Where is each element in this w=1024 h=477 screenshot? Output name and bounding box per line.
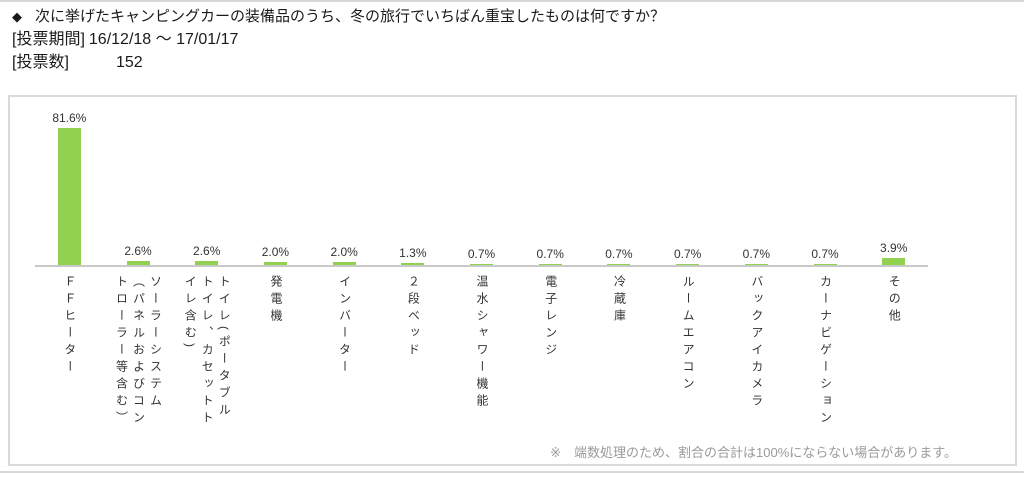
top-border-line: [0, 0, 1024, 2]
bar-chart: ※ 端数処理のため、割合の合計は100%にならない場合があります。 81.6% Ｆ…: [8, 95, 1017, 466]
category-label-cell: トイレ(ポータブル トイレ、カセットト イレ含む): [172, 275, 241, 467]
category-label: 発電機: [268, 275, 283, 326]
category-label: ルームエアコン: [681, 275, 696, 394]
bar: [470, 263, 494, 265]
bar-value-label: 0.7%: [467, 246, 496, 261]
vote-period-value: 16/12/18 ～ 17/01/17: [88, 31, 239, 48]
header: ◆ 次に挙げたキャンピングカーの装備品のうち、冬の旅行でいちばん重宝したものは何で…: [12, 6, 665, 74]
bar: [744, 263, 768, 265]
bar: [882, 258, 906, 265]
bar-value-label: 81.6%: [52, 110, 87, 125]
category-label-cell: 電子レンジ: [516, 275, 585, 467]
rounding-note: ※ 端数処理のため、割合の合計は100%にならない場合があります。: [550, 445, 957, 460]
category-label-cell: ＦＦヒーター: [35, 275, 104, 467]
survey-question-title: 次に挙げたキャンピングカーの装備品のうち、冬の旅行でいちばん重宝したものは何です…: [35, 8, 666, 25]
bar: [263, 261, 287, 265]
category-label: ＦＦヒーター: [62, 275, 77, 377]
category-label-cell: 温水シャワー機能: [447, 275, 516, 467]
vote-period-label: [投票期間]: [12, 31, 85, 48]
diamond-bullet-icon: ◆: [12, 9, 22, 24]
category-label-cell: ソーラーシステム （パネルおよびコン トローラー等含む）: [104, 275, 173, 467]
vote-count-line: [投票数] 152: [12, 51, 665, 74]
bar-value-label: 3.9%: [880, 241, 908, 256]
bar-value-label: 0.7%: [536, 246, 564, 261]
category-label: インバーター: [337, 275, 352, 377]
vote-count-label: [投票数]: [12, 54, 69, 71]
bar: [195, 260, 219, 265]
bar-column: 0.7%: [585, 97, 654, 265]
survey-question-line: ◆ 次に挙げたキャンピングカーの装備品のうち、冬の旅行でいちばん重宝したものは何で…: [12, 6, 665, 28]
category-label-cell: インバーター: [310, 275, 379, 467]
bar-column: 1.3%: [379, 97, 448, 265]
category-label-cell: 発電機: [241, 275, 310, 467]
bar-value-label: 1.3%: [399, 245, 427, 260]
category-label: 冷蔵庫: [612, 275, 627, 326]
bar-value-label: 2.6%: [193, 243, 221, 258]
bar-column: 0.7%: [722, 97, 791, 265]
bottom-border-line: [0, 471, 1024, 473]
bar-value-label: 0.7%: [742, 246, 771, 261]
bar-column: 0.7%: [791, 97, 860, 265]
bar-column: 2.6%: [172, 97, 241, 265]
category-label: 電子レンジ: [543, 275, 558, 360]
category-label: ２段ベッド: [406, 275, 421, 360]
bar-value-label: 0.7%: [673, 246, 702, 261]
bar-column: 0.7%: [447, 97, 516, 265]
category-label-cell: ルームエアコン: [653, 275, 722, 467]
category-label: 温水シャワー機能: [475, 275, 490, 411]
category-label: その他: [887, 275, 902, 326]
category-label-cell: 冷蔵庫: [585, 275, 654, 467]
bar-value-label: 0.7%: [811, 246, 839, 261]
category-label-cell: その他: [859, 275, 928, 467]
bar-column: 81.6%: [35, 97, 104, 265]
category-label: トイレ(ポータブル トイレ、カセットト イレ含む): [183, 275, 232, 428]
category-label-cell: カーナビゲーション: [791, 275, 860, 467]
bar-column: 2.6%: [104, 97, 173, 265]
bar: [607, 263, 631, 265]
category-label: カーナビゲーション: [818, 275, 833, 428]
bar: [332, 261, 356, 265]
bar-value-label: 2.0%: [330, 244, 358, 259]
bar-value-label: 0.7%: [605, 246, 633, 261]
category-label-cell: ２段ベッド: [379, 275, 448, 467]
x-axis-line: [35, 265, 928, 267]
vote-period-line: [投票期間] 16/12/18 ～ 17/01/17: [12, 28, 665, 51]
bar: [813, 263, 837, 265]
bar: [401, 262, 425, 265]
category-label: ソーラーシステム （パネルおよびコン トローラー等含む）: [114, 275, 163, 428]
bar: [126, 260, 150, 265]
category-label-cell: バックアイカメラ: [722, 275, 791, 467]
bar-value-label: 2.0%: [261, 244, 290, 259]
bar: [57, 127, 81, 265]
vote-count-value: 152: [116, 54, 143, 71]
bar-column: 2.0%: [241, 97, 310, 265]
bar-value-label: 2.6%: [124, 243, 152, 258]
bar-column: 3.9%: [859, 97, 928, 265]
bar: [538, 263, 562, 265]
bar-column: 2.0%: [310, 97, 379, 265]
bar: [676, 263, 700, 265]
category-label: バックアイカメラ: [749, 275, 764, 411]
bar-column: 0.7%: [653, 97, 722, 265]
bar-column: 0.7%: [516, 97, 585, 265]
